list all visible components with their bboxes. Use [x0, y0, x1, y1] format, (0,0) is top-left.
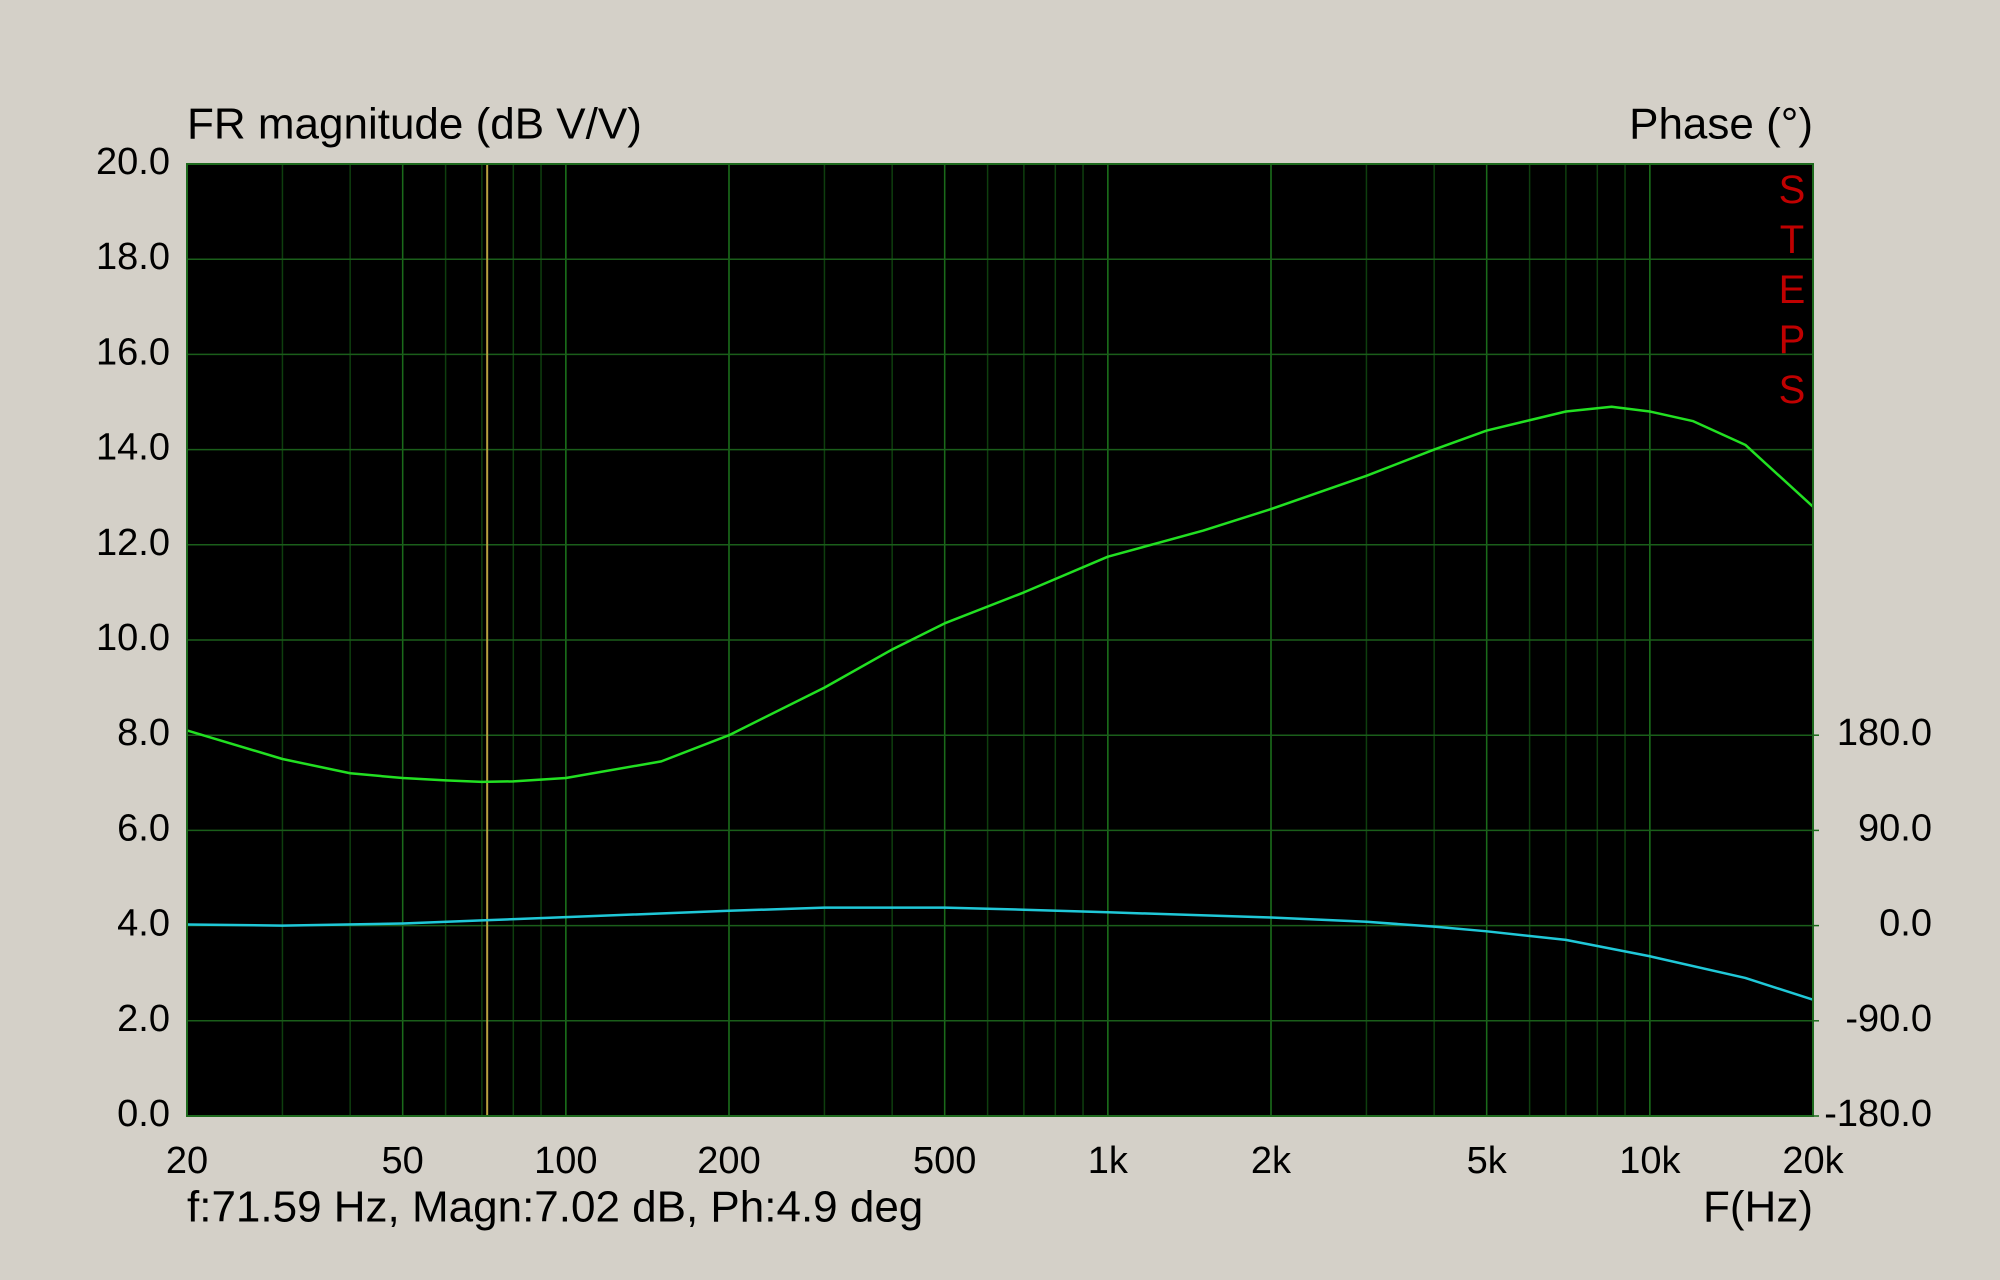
y-tick-label: 0.0	[117, 1093, 170, 1135]
y2-tick-label: 90.0	[1858, 807, 1932, 849]
plot-frame	[186, 163, 1814, 1117]
y2-tick-label: 0.0	[1879, 903, 1932, 945]
x-tick-label: 1k	[1088, 1140, 1129, 1182]
y2-tick-label: -180.0	[1824, 1093, 1932, 1135]
y-tick-label: 18.0	[96, 236, 170, 278]
series-line	[186, 405, 1814, 784]
x-tick-label: 20k	[1782, 1140, 1844, 1182]
y-tick-label: 10.0	[96, 617, 170, 659]
x-tick-label: 5k	[1467, 1140, 1508, 1182]
y2-tick-label: -90.0	[1845, 998, 1932, 1040]
x-axis-title: F(Hz)	[1703, 1183, 1813, 1232]
y-tick-label: 4.0	[117, 903, 170, 945]
series-line	[186, 906, 1814, 1001]
y2-tick-label: 180.0	[1837, 712, 1932, 754]
x-tick-label: 500	[913, 1140, 976, 1182]
cursor-readout: f:71.59 Hz, Magn:7.02 dB, Ph:4.9 deg	[187, 1183, 923, 1232]
y-tick-label: 8.0	[117, 712, 170, 754]
marks	[186, 164, 1814, 1116]
x-tick-label: 20	[166, 1140, 208, 1182]
y-tick-label: 6.0	[117, 807, 170, 849]
y-tick-label: 12.0	[96, 522, 170, 564]
y-tick-label: 20.0	[96, 141, 170, 183]
y-axis-title: FR magnitude (dB V/V)	[187, 100, 642, 149]
y2-axis-title: Phase (°)	[1629, 100, 1813, 149]
y-tick-label: 14.0	[96, 427, 170, 469]
x-tick-label: 50	[382, 1140, 424, 1182]
x-tick-label: 200	[697, 1140, 760, 1182]
x-tick-label: 100	[534, 1140, 597, 1182]
y-tick-label: 2.0	[117, 998, 170, 1040]
x-tick-label: 2k	[1251, 1140, 1292, 1182]
x-tick-label: 10k	[1619, 1140, 1681, 1182]
annotation: STEPS	[1770, 168, 1814, 418]
y-tick-label: 16.0	[96, 331, 170, 373]
